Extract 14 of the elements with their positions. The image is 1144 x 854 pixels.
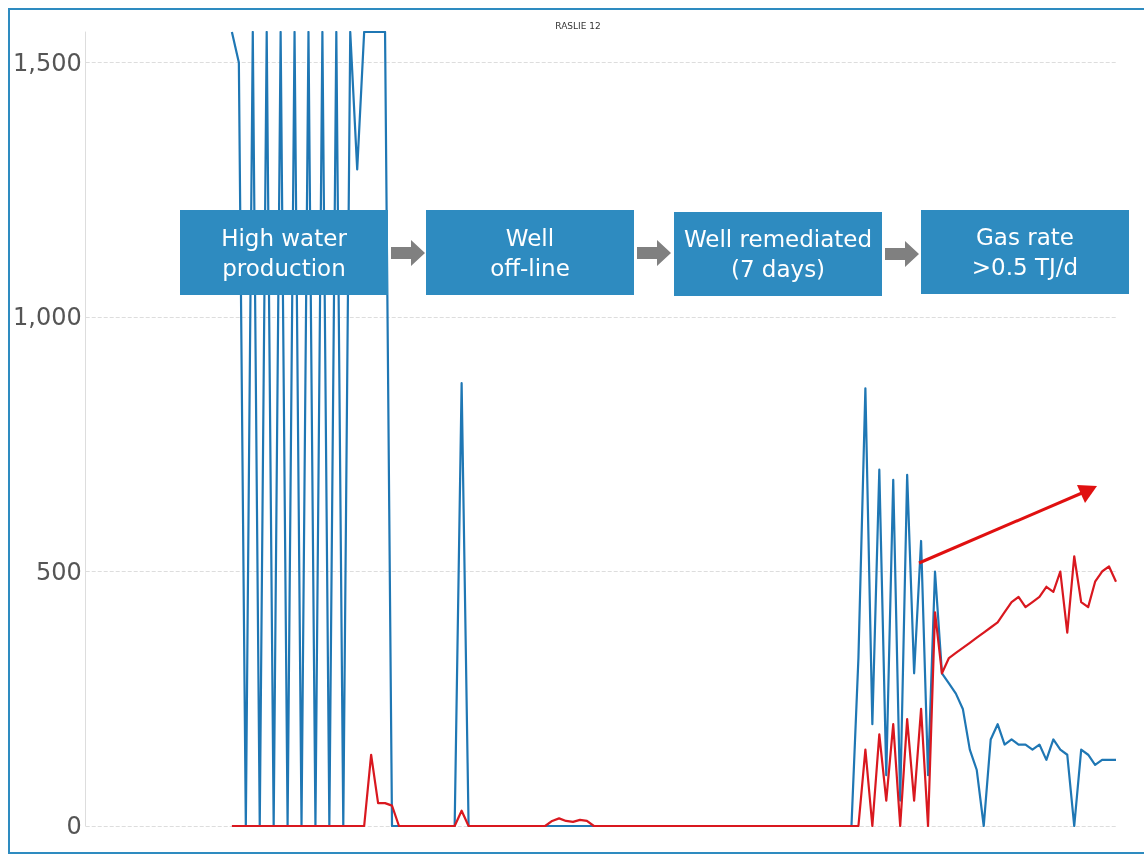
y-tick-label: 1,000: [12, 303, 82, 332]
annotation: Well remediated (7 days): [683, 225, 873, 284]
label-box: Well remediated (7 days): [674, 212, 882, 296]
y-tick-label: 0: [66, 812, 82, 840]
annotation: High water production: [221, 223, 347, 283]
y-tick-label: 1,500: [12, 48, 82, 77]
annotation: Gas rate >0.5 TJ/d: [971, 223, 1079, 282]
label-box: Gas rate >0.5 TJ/d: [921, 210, 1129, 294]
chart-title: RASLIE 12: [555, 20, 601, 31]
label-box: Well off-line: [426, 210, 634, 295]
annotation: Well off-line: [490, 223, 570, 283]
label-box: High water production: [180, 210, 388, 295]
y-tick-label: 500: [35, 557, 82, 586]
line-series: [230, 555, 1118, 828]
